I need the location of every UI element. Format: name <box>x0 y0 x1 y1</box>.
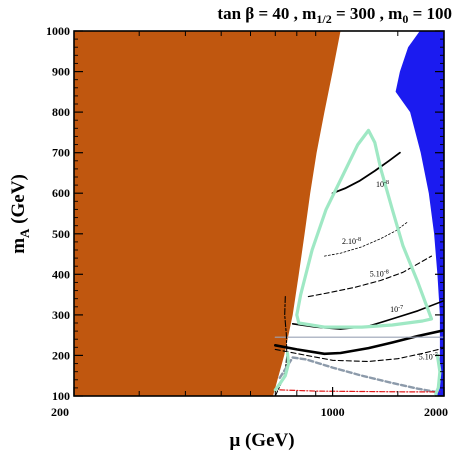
y-tick-label-3: 400 <box>52 267 70 281</box>
plot-border <box>73 30 445 397</box>
contour-line-9 <box>279 389 441 393</box>
title-part-4: = 300 , m <box>332 4 403 23</box>
title-part-1: β <box>245 4 254 23</box>
contour-label-1: 2.10-8 <box>342 237 361 246</box>
excluded-regions <box>74 31 444 396</box>
y-axis-title: mA (GeV) <box>8 174 32 254</box>
y-tick-label-7: 800 <box>52 105 70 119</box>
contour-line-11 <box>273 351 291 392</box>
y-axis-ticks: 100 200 300 400 500 600 700 800 900 1000 <box>46 24 444 403</box>
x-tick-label-2: 2000 <box>424 405 448 419</box>
contour-line-4 <box>274 329 444 356</box>
y-tick-label-8: 900 <box>52 65 70 79</box>
contour-label-0: 10-8 <box>376 180 389 189</box>
contour-line-8 <box>278 356 437 394</box>
contour-line-2 <box>307 255 433 298</box>
title-part-6: = 100 <box>408 4 452 23</box>
contour-line-10 <box>295 128 434 329</box>
y-tick-label-0: 100 <box>52 389 70 403</box>
x-axis-ticks: 200 1000 2000 <box>51 31 448 419</box>
contour-line-0 <box>331 151 401 195</box>
y-tick-label-1: 200 <box>52 348 70 362</box>
y-tick-label-6: 700 <box>52 146 70 160</box>
x-tick-label-1: 1000 <box>321 405 345 419</box>
title-part-2: = 40 , m <box>254 4 316 23</box>
chart-title: tan β = 40 , m1/2 = 300 , m0 = 100 <box>217 4 452 26</box>
contour-line-1 <box>324 221 409 257</box>
contour-line-5 <box>274 347 444 363</box>
y-tick-label-5: 600 <box>52 186 70 200</box>
title-part-3: 1/2 <box>316 12 331 26</box>
contour-label-4: 5.10-7 <box>419 353 438 362</box>
plot-frame <box>73 30 445 397</box>
contour-line-12 <box>434 353 442 396</box>
y-tick-label-9: 1000 <box>46 24 70 38</box>
contour-label-3: 10-7 <box>390 305 403 314</box>
contour-curves <box>273 128 444 396</box>
y-tick-label-4: 500 <box>52 227 70 241</box>
title-part-5: 0 <box>402 12 408 26</box>
y-tick-label-2: 300 <box>52 308 70 322</box>
contour-label-2: 5.10-8 <box>370 269 389 278</box>
x-axis-title: μ (GeV) <box>229 430 294 451</box>
region-excluded-left <box>74 31 341 396</box>
title-part-0: tan <box>217 4 245 23</box>
x-tick-label-0: 200 <box>51 405 69 419</box>
region-excluded-right <box>395 31 444 396</box>
